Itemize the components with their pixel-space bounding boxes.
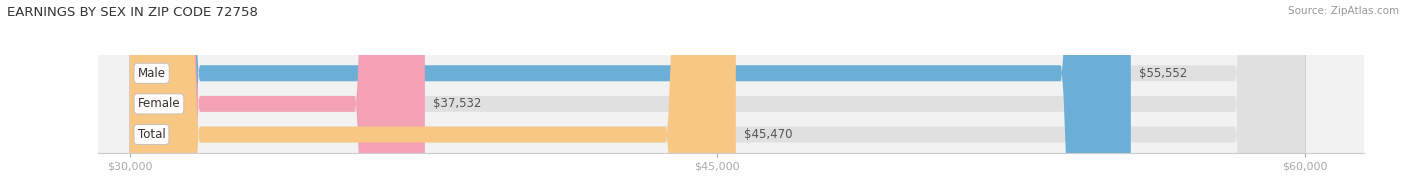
Text: $45,470: $45,470 (744, 128, 792, 141)
FancyBboxPatch shape (129, 0, 735, 196)
Text: EARNINGS BY SEX IN ZIP CODE 72758: EARNINGS BY SEX IN ZIP CODE 72758 (7, 6, 257, 19)
Text: $37,532: $37,532 (433, 97, 481, 110)
FancyBboxPatch shape (129, 0, 1305, 196)
FancyBboxPatch shape (129, 0, 1130, 196)
FancyBboxPatch shape (129, 0, 1305, 196)
Text: Male: Male (138, 67, 166, 80)
Text: Female: Female (138, 97, 180, 110)
FancyBboxPatch shape (129, 0, 425, 196)
Text: $55,552: $55,552 (1139, 67, 1187, 80)
Text: Source: ZipAtlas.com: Source: ZipAtlas.com (1288, 6, 1399, 16)
FancyBboxPatch shape (129, 0, 1305, 196)
Text: Total: Total (138, 128, 166, 141)
